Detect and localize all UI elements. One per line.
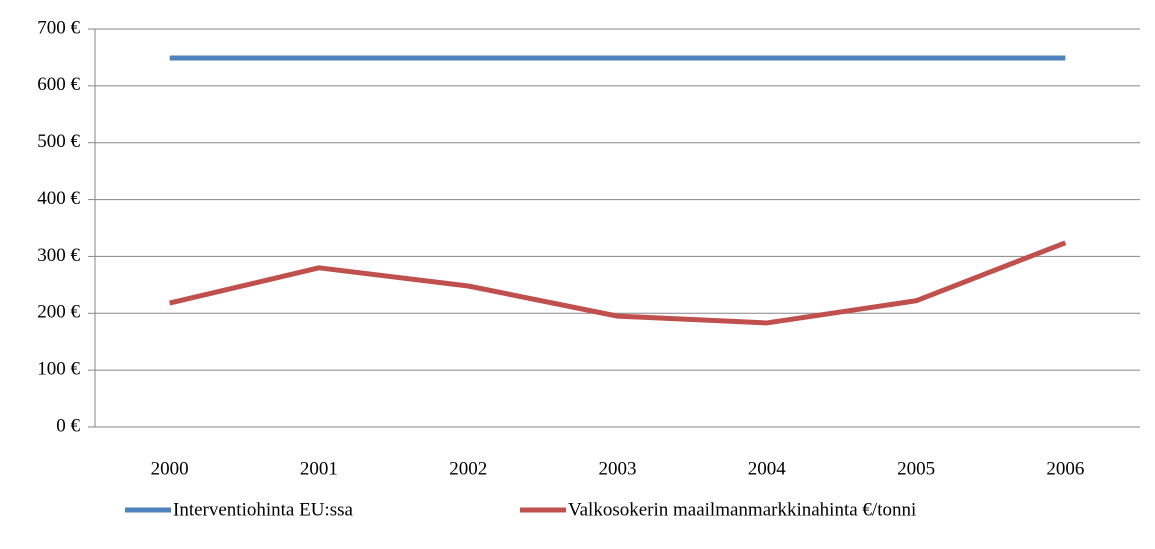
x-tick-label: 2006 (1046, 458, 1084, 479)
y-tick-label: 0 € (56, 415, 80, 436)
y-tick-label: 500 € (37, 131, 80, 152)
y-tick-label: 600 € (37, 74, 80, 95)
x-tick-label: 2002 (449, 458, 487, 479)
y-tick-label: 700 € (37, 17, 80, 38)
x-tick-label: 2003 (599, 458, 637, 479)
series-line (169, 240, 1067, 326)
y-tick-label: 300 € (37, 245, 80, 266)
x-tick-label: 2000 (151, 458, 189, 479)
y-tick-label: 100 € (37, 359, 80, 380)
legend-label: Valkosokerin maailmanmarkkinahinta €/ton… (568, 499, 916, 520)
legend-label: Interventiohinta EU:ssa (173, 499, 353, 520)
y-tick-label: 400 € (37, 188, 80, 209)
x-tick-label: 2005 (897, 458, 935, 479)
x-tick-label: 2004 (748, 458, 787, 479)
x-tick-label: 2001 (300, 458, 338, 479)
y-tick-label: 200 € (37, 302, 80, 323)
